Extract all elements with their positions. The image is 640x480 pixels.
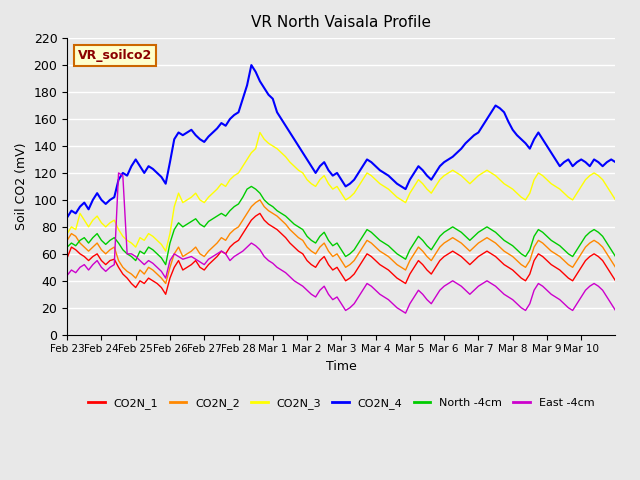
CO2N_3 [552,183,559,189]
CO2N_3 [162,248,170,254]
North -4cm [612,253,620,259]
CO2N_2 [504,251,512,257]
East -4cm [402,310,410,316]
North -4cm [504,240,512,246]
North -4cm [397,253,405,259]
X-axis label: Time: Time [326,360,356,373]
East -4cm [355,294,362,300]
CO2N_2 [397,264,405,270]
East -4cm [612,308,620,313]
CO2N_2 [359,244,367,250]
North -4cm [63,244,71,250]
CO2N_4 [63,215,71,220]
CO2N_1 [397,278,405,284]
CO2N_3 [256,130,264,135]
North -4cm [248,183,255,189]
Line: North -4cm: North -4cm [67,186,616,264]
East -4cm [218,248,225,254]
Line: CO2N_1: CO2N_1 [67,214,616,294]
CO2N_2 [162,281,170,287]
Line: CO2N_3: CO2N_3 [67,132,616,251]
CO2N_1 [612,278,620,284]
CO2N_4 [500,109,508,115]
CO2N_3 [504,183,512,189]
CO2N_3 [63,231,71,237]
East -4cm [89,262,97,267]
North -4cm [552,240,559,246]
CO2N_2 [89,244,97,250]
CO2N_4 [355,170,362,176]
CO2N_2 [612,264,620,270]
North -4cm [359,233,367,239]
Text: VR_soilco2: VR_soilco2 [78,49,152,62]
CO2N_1 [89,253,97,259]
CO2N_1 [504,264,512,270]
East -4cm [552,294,559,300]
CO2N_4 [89,197,97,203]
Line: East -4cm: East -4cm [67,173,616,313]
Y-axis label: Soil CO2 (mV): Soil CO2 (mV) [15,143,28,230]
CO2N_3 [218,181,225,187]
CO2N_1 [359,258,367,264]
CO2N_3 [89,217,97,223]
CO2N_1 [256,211,264,216]
CO2N_1 [63,255,71,261]
CO2N_4 [547,150,555,156]
North -4cm [218,211,225,216]
CO2N_1 [218,248,225,254]
East -4cm [63,273,71,278]
North -4cm [162,262,170,267]
CO2N_2 [552,251,559,257]
CO2N_4 [612,159,620,165]
CO2N_1 [552,264,559,270]
East -4cm [393,305,401,311]
CO2N_4 [248,62,255,68]
East -4cm [504,294,512,300]
North -4cm [89,235,97,240]
CO2N_4 [393,181,401,187]
East -4cm [115,170,122,176]
Line: CO2N_4: CO2N_4 [67,65,616,217]
Legend: CO2N_1, CO2N_2, CO2N_3, CO2N_4, North -4cm, East -4cm: CO2N_1, CO2N_2, CO2N_3, CO2N_4, North -4… [84,394,599,413]
CO2N_3 [359,177,367,182]
CO2N_2 [256,197,264,203]
CO2N_4 [213,126,221,132]
Line: CO2N_2: CO2N_2 [67,200,616,284]
CO2N_2 [63,238,71,243]
CO2N_3 [612,197,620,203]
CO2N_3 [397,197,405,203]
CO2N_2 [218,235,225,240]
CO2N_1 [162,291,170,297]
Title: VR North Vaisala Profile: VR North Vaisala Profile [252,15,431,30]
